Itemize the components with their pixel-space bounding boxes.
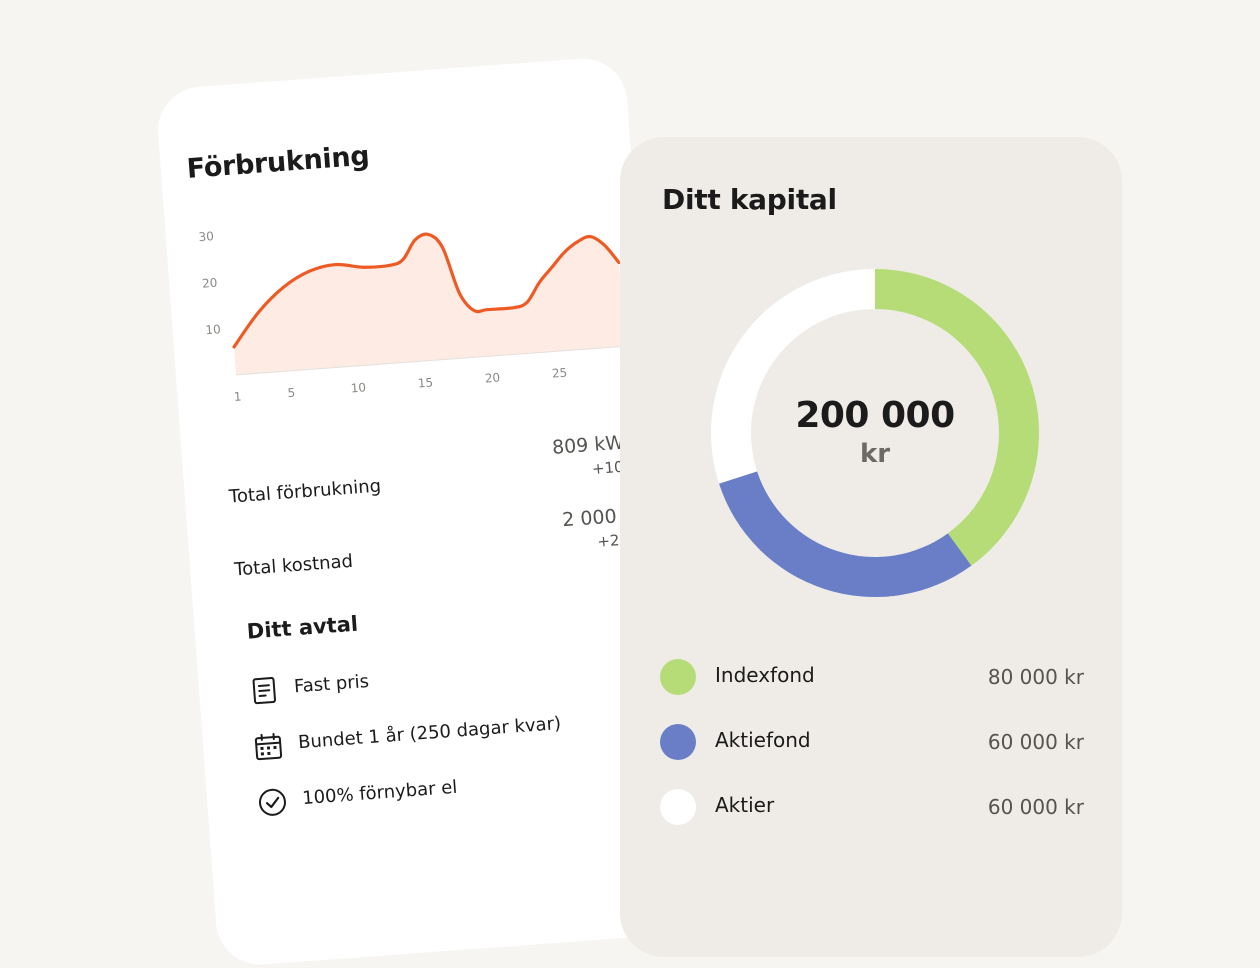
contract-item-fixed-price: Fast pris [248,647,629,709]
donut-slice-aktiefond [719,471,971,597]
legend-item-aktiefond: Aktiefond 60 000 kr [620,720,1090,760]
document-icon [248,675,280,707]
check-circle-icon [256,786,288,818]
usage-title: Förbrukning [186,141,371,185]
x-tick-label: 10 [350,380,366,395]
legend-dot [660,789,696,825]
donut-slice-aktier [711,269,875,484]
legend-label: Aktier [715,793,774,817]
donut-chart [710,268,1040,598]
y-tick-label: 10 [205,322,221,337]
capital-title: Ditt kapital [662,183,837,216]
legend-label: Indexfond [715,663,815,687]
chart-area-fill [227,220,625,375]
y-tick-label: 30 [198,229,214,244]
usage-card: Förbrukning 102030151015202530 Total för… [155,56,688,968]
x-tick-label: 25 [551,366,567,381]
usage-chart: 102030151015202530 [175,195,648,428]
legend-item-indexfond: Indexfond 80 000 kr [620,655,1090,695]
contract-title: Ditt avtal [246,612,359,644]
contract-item-bound: Bundet 1 år (250 dagar kvar) [252,703,633,765]
stat-total-cost: Total kostnad 2 000 kr +20% [232,504,645,594]
legend-value: 60 000 kr [988,795,1084,819]
legend-item-aktier: Aktier 60 000 kr [620,785,1090,825]
legend-dot [660,724,696,760]
x-tick-label: 5 [287,386,296,401]
contract-text: Fast pris [293,671,369,697]
capital-card: Ditt kapital 200 000 kr Indexfond 80 000… [620,137,1122,957]
legend-value: 60 000 kr [988,730,1084,754]
donut-slice-indexfond [875,269,1039,566]
x-tick-label: 1 [233,390,242,405]
y-tick-label: 20 [202,276,218,291]
legend-label: Aktiefond [715,728,811,752]
stat-label: Total kostnad [234,551,354,581]
contract-text: 100% förnybar el [302,777,458,809]
legend-dot [660,659,696,695]
stat-label: Total förbrukning [228,476,382,508]
contract-text: Bundet 1 år (250 dagar kvar) [297,713,561,753]
x-tick-label: 20 [484,371,500,386]
x-tick-label: 15 [417,375,433,390]
contract-item-renewable: 100% förnybar el [256,759,637,821]
legend-value: 80 000 kr [988,665,1084,689]
calendar-icon [252,730,284,762]
